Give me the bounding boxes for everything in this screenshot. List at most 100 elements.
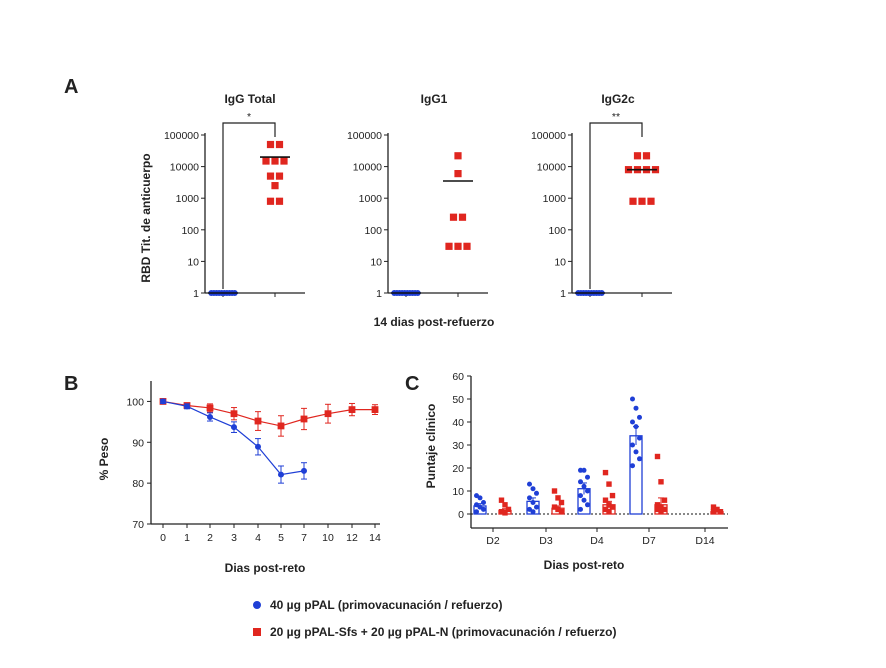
data-point-red (454, 152, 462, 160)
data-point-blue (255, 443, 261, 450)
data-point-red (254, 417, 262, 425)
data-point-red (661, 506, 668, 513)
data-point-red (629, 197, 637, 205)
data-point-red (558, 509, 565, 515)
data-point-red (609, 492, 616, 499)
x-tick-label: 12 (346, 532, 358, 544)
y-tick-label: 70 (132, 519, 144, 531)
y-tick-label: 0 (458, 509, 464, 521)
data-point-blue (530, 509, 536, 515)
data-point-red (449, 213, 458, 221)
chart-igg1: IgG1 1 10 100 1000 10000 100000 (347, 92, 488, 300)
data-point-blue (633, 449, 639, 455)
data-point-red (606, 502, 612, 508)
data-point-blue (633, 405, 639, 411)
y-tick-label: 100 (548, 225, 566, 237)
data-point-blue (184, 403, 190, 410)
data-point-red (206, 404, 214, 412)
significance-bracket (589, 122, 643, 289)
x-tick-label: 5 (278, 532, 284, 544)
data-point-red (647, 197, 655, 205)
data-point-red (551, 504, 558, 510)
y-tick-label: 50 (452, 394, 464, 406)
data-point-blue (581, 483, 587, 489)
bar-blue (629, 435, 643, 515)
data-point-blue (578, 479, 583, 485)
data-point-red (502, 502, 508, 508)
legend-marker-red (253, 628, 261, 636)
data-point-blue (578, 506, 583, 512)
data-point-red (658, 509, 664, 515)
legend-label-red: 20 µg pPAL-Sfs + 20 µg pPAL-N (primovacu… (270, 625, 616, 639)
data-point-blue (530, 486, 536, 492)
data-point-blue (578, 467, 583, 473)
x-tick-label: 10 (322, 532, 334, 544)
data-point-red (710, 509, 717, 515)
x-axis-label-c: Dias post-reto (544, 558, 625, 572)
y-tick-label: 10 (554, 256, 566, 268)
legend: 40 µg pPAL (primovacunación / refuerzo) … (253, 598, 616, 639)
data-point-red (658, 479, 664, 485)
y-tick-label: 60 (452, 371, 464, 383)
data-point-blue (581, 467, 587, 473)
data-point-blue (474, 509, 479, 515)
data-point-blue (578, 493, 583, 499)
data-point-red (502, 510, 508, 516)
data-point-blue (530, 500, 536, 505)
y-axis-label-b: % Peso (97, 438, 111, 481)
data-point-blue (160, 398, 166, 405)
chart-igg2c: IgG2c 1 10 100 1000 10000 100000 ** (531, 92, 672, 300)
data-point-blue (633, 424, 639, 430)
data-point-red (505, 506, 512, 513)
x-tick-label: D2 (486, 535, 500, 547)
significance-bracket (222, 122, 276, 289)
data-point-blue (585, 488, 590, 494)
data-point-red (262, 157, 270, 165)
x-tick-label: 2 (207, 532, 213, 544)
data-point-blue (585, 502, 590, 508)
data-point-red (454, 242, 462, 250)
panel-c-clinical-score-chart: Puntaje clínico Dias post-reto 0 10 20 30 40… (424, 371, 728, 572)
x-tick-label: 3 (231, 532, 237, 544)
data-point-red (602, 469, 609, 476)
data-point-red (275, 197, 284, 205)
data-point-red (558, 499, 565, 506)
data-point-red (275, 172, 284, 180)
x-tick-label: D4 (590, 535, 604, 547)
x-tick-label: D7 (642, 535, 656, 547)
y-tick-label: 1 (376, 288, 382, 300)
y-tick-label: 10 (187, 256, 199, 268)
data-point-blue (477, 495, 483, 501)
data-point-red (602, 506, 609, 513)
panel-a: IgG Total 1 10 100 1000 10000 100000 * IgG1 1 10 1… (139, 92, 672, 329)
legend-marker-blue (253, 601, 261, 609)
y-tick-label: 1 (560, 288, 566, 300)
x-tick-label: 14 (369, 532, 381, 544)
y-tick-label: 100 (126, 396, 144, 408)
y-tick-label: 30 (452, 440, 464, 452)
data-point-red (277, 422, 285, 430)
y-tick-label: 100000 (531, 130, 566, 142)
x-axis-label-b: Dias post-reto (225, 561, 306, 575)
data-point-blue (527, 481, 532, 487)
y-tick-label: 1 (193, 288, 199, 300)
y-tick-label: 1000 (176, 193, 200, 205)
y-tick-label: 100000 (347, 130, 382, 142)
data-point-red (602, 497, 609, 503)
data-point-red (498, 497, 505, 503)
x-axis-label-a: 14 dias post-refuerzo (374, 315, 495, 329)
y-tick-label: 10000 (170, 162, 199, 174)
data-point-red (654, 506, 661, 513)
data-point-blue (481, 500, 486, 505)
data-point-blue (481, 506, 486, 512)
y-axis-label-c: Puntaje clínico (424, 404, 438, 489)
data-point-red (230, 410, 238, 418)
significance-label: * (247, 111, 251, 123)
data-point-red (606, 481, 612, 487)
data-point-blue (630, 463, 635, 469)
data-point-blue (534, 504, 539, 510)
data-point-red (454, 170, 462, 178)
data-point-red (498, 509, 505, 515)
